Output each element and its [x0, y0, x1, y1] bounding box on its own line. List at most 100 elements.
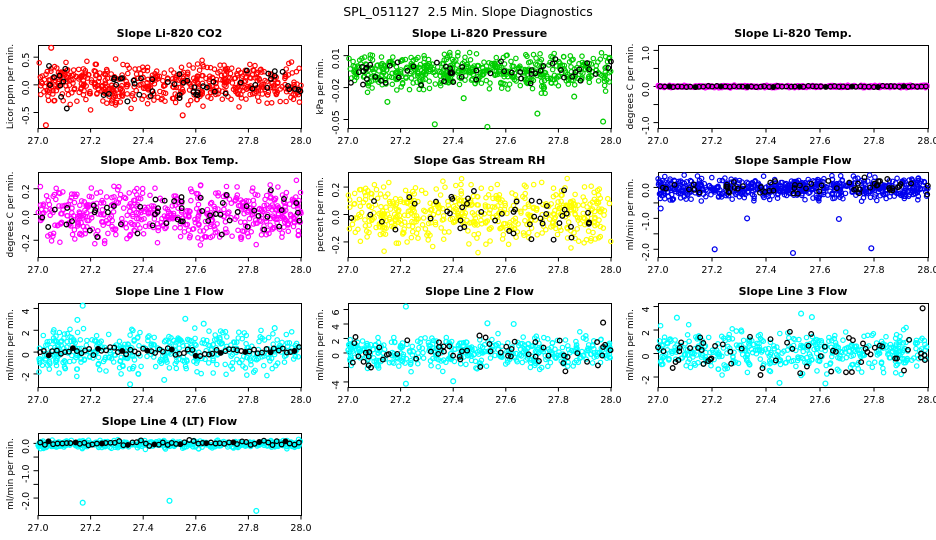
data-point	[538, 90, 545, 97]
y-axis-tick-label: 4	[21, 308, 32, 314]
data-point	[590, 55, 597, 62]
data-point	[149, 76, 156, 83]
data-point	[485, 192, 492, 198]
data-point	[576, 328, 583, 335]
y-axis-tick-label: -0.05	[331, 110, 342, 135]
data-point	[561, 74, 567, 81]
data-point	[409, 343, 416, 350]
data-point	[149, 88, 156, 95]
x-axis-tick-label: 27.4	[443, 136, 464, 147]
x-axis-tick-label: 28.0	[290, 136, 311, 147]
data-point	[194, 92, 201, 99]
data-point	[458, 181, 464, 188]
outlier-point	[600, 118, 607, 125]
data-point	[488, 60, 495, 67]
panel-title: Slope Amb. Box Temp.	[100, 154, 238, 167]
data-point	[466, 241, 472, 247]
data-point	[538, 179, 545, 186]
data-point	[685, 321, 692, 328]
data-point	[433, 59, 440, 66]
data-point	[498, 79, 504, 86]
data-point	[60, 78, 67, 85]
data-point	[282, 75, 288, 82]
panel-title: Slope Li-820 Pressure	[412, 27, 547, 40]
data-point	[559, 344, 566, 351]
outlier-point	[200, 320, 207, 327]
data-point	[267, 84, 274, 91]
data-point	[200, 103, 206, 110]
data-point	[372, 66, 378, 72]
data-point	[495, 330, 501, 337]
data-point	[423, 68, 430, 74]
data-point	[171, 81, 178, 88]
y-axis-tick-label: -1.0	[641, 212, 652, 231]
data-point	[113, 81, 120, 88]
data-point	[576, 66, 583, 73]
data-point	[569, 73, 576, 80]
data-point	[589, 360, 596, 366]
x-axis-tick-label: 27.2	[80, 395, 101, 406]
data-point	[434, 64, 441, 70]
data-point	[237, 69, 244, 76]
data-point	[84, 58, 90, 65]
scatter-series-slope-values	[35, 177, 304, 248]
data-point	[356, 196, 363, 203]
y-axis-label: degrees C per min.	[6, 172, 16, 258]
data-point	[537, 67, 544, 74]
panel-title: Slope Li-820 CO2	[117, 27, 223, 40]
data-point	[433, 186, 440, 192]
data-point	[77, 336, 84, 343]
data-point	[399, 81, 406, 87]
data-point	[500, 231, 507, 238]
data-point	[540, 62, 547, 69]
data-point	[130, 90, 136, 97]
data-point	[383, 67, 390, 73]
data-point	[111, 74, 118, 81]
data-point	[296, 65, 303, 72]
data-point	[120, 205, 127, 211]
data-point	[260, 362, 267, 369]
data-point	[595, 78, 602, 84]
data-point	[661, 173, 668, 180]
data-point	[430, 66, 436, 73]
data-point	[283, 98, 289, 105]
data-point	[144, 100, 151, 107]
data-point	[256, 338, 262, 345]
data-point	[425, 56, 432, 63]
data-point	[185, 102, 192, 108]
outlier-point	[127, 381, 134, 388]
data-point	[221, 76, 228, 83]
data-point	[488, 185, 494, 192]
data-point	[254, 94, 261, 100]
data-point	[169, 95, 176, 102]
y-axis-tick-label: 0.5	[21, 53, 32, 68]
data-point	[93, 332, 100, 339]
data-point	[458, 188, 464, 194]
data-point	[283, 331, 290, 338]
x-axis-tick-label: 27.4	[443, 395, 464, 406]
data-point	[549, 66, 556, 73]
data-point	[75, 66, 82, 73]
x-axis-tick-label: 27.6	[495, 395, 516, 406]
data-point	[544, 73, 550, 79]
data-point	[462, 54, 468, 61]
data-point	[528, 67, 535, 74]
data-point	[542, 226, 549, 233]
data-point	[282, 73, 288, 80]
data-point	[498, 58, 504, 65]
y-axis-tick-label: -0.2	[331, 236, 342, 255]
data-point	[352, 334, 359, 340]
data-point	[288, 328, 295, 335]
x-axis-tick-label: 27.0	[27, 265, 48, 276]
data-point	[162, 90, 169, 97]
data-point	[452, 182, 459, 189]
data-point	[187, 81, 193, 87]
data-point	[478, 185, 485, 192]
data-point	[347, 66, 354, 72]
data-point	[285, 82, 291, 89]
data-point	[546, 216, 553, 222]
y-axis-tick-label: -0.02	[331, 78, 342, 103]
data-point	[264, 100, 270, 107]
data-point	[579, 53, 585, 60]
